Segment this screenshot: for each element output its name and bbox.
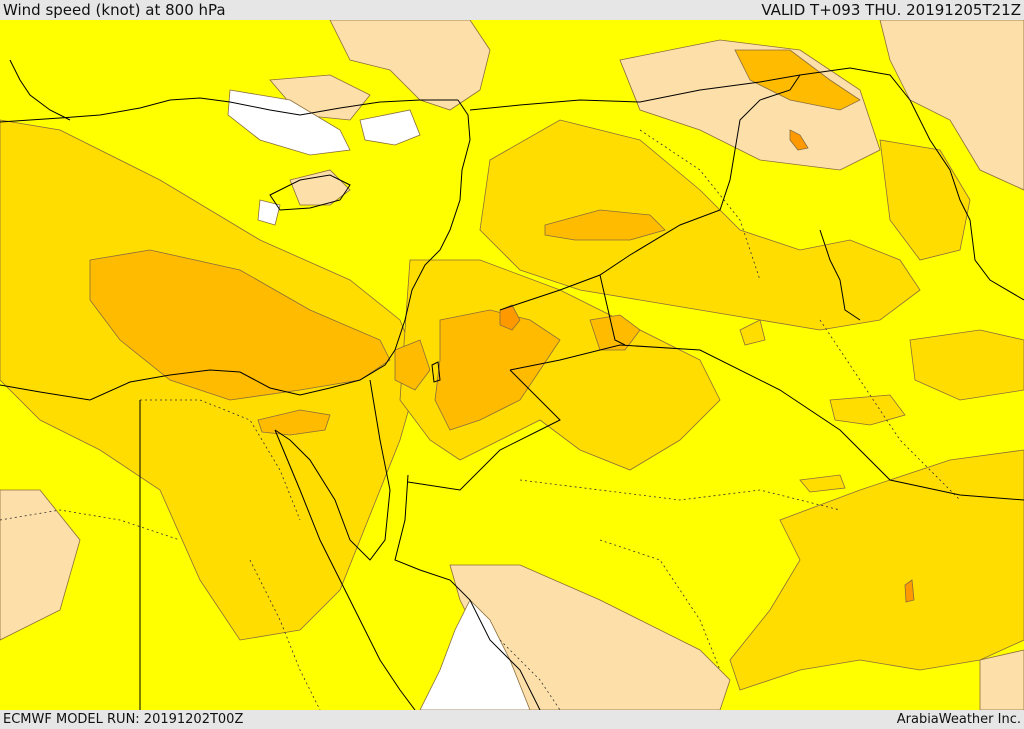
country-borders	[0, 59, 1024, 710]
calm-area-red-sea	[419, 599, 531, 710]
coastline-levant	[394, 99, 471, 351]
header-bar: Wind speed (knot) at 800 hPa VALID T+093…	[0, 0, 1024, 20]
moderate-area-south-east	[729, 449, 1024, 691]
red-sea-east-coast	[394, 474, 541, 710]
stronger-area-3	[904, 579, 915, 603]
coastline-north-africa	[0, 349, 396, 401]
coastline-gulf	[819, 229, 861, 321]
border-jordan-iraq	[509, 344, 1024, 501]
stronger-area-1	[499, 304, 521, 331]
low-area-south-east	[979, 649, 1024, 710]
province-boundary-1	[140, 399, 301, 521]
red-sea-gulf-suez	[274, 379, 391, 561]
border-iraq-saudi-kuwait	[599, 274, 626, 346]
strong-area-small-2	[394, 339, 431, 391]
calm-areas	[227, 89, 531, 710]
province-boundary-6	[819, 319, 961, 501]
coastline-turkey	[0, 97, 458, 123]
province-boundary-2	[0, 509, 181, 541]
stronger-speed-areas	[499, 129, 915, 603]
province-boundaries	[0, 129, 961, 710]
strong-area-iraq	[544, 209, 666, 241]
low-area-far-north-east	[879, 20, 1024, 191]
credit: ArabiaWeather Inc.	[896, 712, 1021, 727]
moderate-area-east	[879, 139, 971, 261]
province-boundary-4	[599, 539, 721, 671]
map-title: Wind speed (knot) at 800 hPa	[3, 1, 226, 19]
strong-area-sinai	[257, 409, 331, 436]
border-saudi-jordan	[407, 369, 561, 491]
calm-area-small	[257, 199, 281, 226]
calm-area-aegean	[227, 89, 351, 156]
moderate-area-small-3	[739, 319, 766, 346]
footer-bar: ECMWF MODEL RUN: 20191202T00Z ArabiaWeat…	[0, 710, 1024, 729]
low-area-west	[0, 489, 81, 641]
valid-time: VALID T+093 THU. 20191205T21Z	[761, 1, 1021, 19]
stronger-area-2	[789, 129, 809, 151]
border-syria-iraq	[499, 74, 801, 311]
model-run: ECMWF MODEL RUN: 20191202T00Z	[3, 712, 244, 727]
red-sea-west-coast	[274, 429, 416, 710]
moderate-area-small-2	[799, 474, 846, 493]
moderate-area-gulf	[909, 329, 1024, 401]
province-boundary-8	[499, 639, 561, 710]
calm-area-east-med	[359, 109, 421, 146]
dead-sea	[431, 361, 441, 383]
strong-area-small-1	[589, 314, 641, 351]
wind-speed-map	[0, 20, 1024, 710]
border-syria-turkey	[469, 67, 911, 111]
low-area-north-center	[329, 20, 491, 111]
coastline-aegean	[9, 59, 71, 121]
province-boundary-5	[639, 129, 761, 281]
province-boundary-3	[519, 479, 841, 511]
border-iran	[909, 99, 1024, 301]
moderate-area-small-1	[829, 394, 906, 426]
strong-area-iran	[734, 49, 861, 111]
strong-speed-areas	[89, 49, 861, 436]
cyprus-outline	[269, 174, 351, 211]
